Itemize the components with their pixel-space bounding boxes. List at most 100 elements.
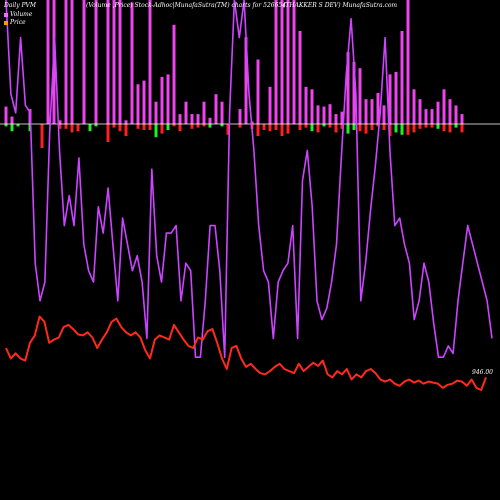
- volume-bar: [256, 59, 260, 124]
- change-bar: [328, 124, 332, 128]
- volume-bar: [46, 0, 50, 124]
- volume-bar: [94, 0, 98, 124]
- change-bar: [202, 124, 206, 127]
- volume-line: [5, 0, 493, 359]
- change-bar: [418, 124, 422, 129]
- volume-bar: [424, 109, 428, 124]
- change-bar: [346, 124, 350, 134]
- change-bar: [172, 124, 176, 127]
- volume-bar: [274, 0, 278, 124]
- volume-bar: [136, 84, 140, 124]
- change-bar: [190, 124, 194, 129]
- change-bar: [334, 124, 338, 133]
- volume-bar: [112, 0, 116, 124]
- volume-bar: [280, 0, 284, 124]
- volume-bar: [310, 89, 314, 124]
- change-bar: [436, 124, 440, 129]
- volume-bar: [244, 37, 248, 125]
- volume-bar: [196, 114, 200, 124]
- volume-bar: [166, 74, 170, 124]
- volume-bar: [148, 0, 152, 124]
- change-bar: [76, 124, 80, 132]
- change-bar: [424, 124, 428, 128]
- volume-bar: [352, 62, 356, 124]
- volume-bar: [442, 89, 446, 124]
- change-bar: [142, 124, 146, 130]
- volume-bar: [64, 0, 68, 124]
- volume-bar: [142, 80, 146, 124]
- volume-bar: [418, 99, 422, 124]
- change-bar: [322, 124, 326, 127]
- change-bar: [208, 124, 212, 128]
- change-bar: [286, 124, 290, 134]
- volume-bar: [160, 76, 164, 124]
- change-bar: [88, 124, 92, 132]
- volume-bar: [322, 106, 326, 124]
- change-bar: [352, 124, 356, 130]
- volume-bar: [298, 31, 302, 124]
- volume-bar: [238, 109, 242, 124]
- volume-bar: [268, 86, 272, 124]
- volume-bar: [292, 0, 296, 124]
- volume-bar: [82, 0, 86, 124]
- volume-bar: [340, 111, 344, 124]
- change-bar: [256, 124, 260, 136]
- change-bar: [238, 124, 242, 128]
- price-swatch: [4, 20, 8, 25]
- volume-bar: [316, 105, 320, 124]
- change-bar: [316, 124, 320, 133]
- volume-bar: [172, 24, 176, 124]
- change-bar: [220, 124, 224, 127]
- change-bar: [58, 124, 62, 129]
- volume-bar: [304, 86, 308, 124]
- change-bar: [298, 124, 302, 130]
- change-bar: [310, 124, 314, 132]
- volume-bar: [70, 0, 74, 124]
- change-bars: [4, 124, 464, 148]
- change-bar: [10, 124, 14, 132]
- volume-bar: [358, 68, 362, 124]
- change-bar: [160, 124, 164, 134]
- volume-bar: [214, 94, 218, 124]
- price-line: [5, 315, 487, 391]
- change-bar: [268, 124, 272, 132]
- legend-price: Price: [4, 19, 26, 26]
- change-bar: [412, 124, 416, 133]
- change-bar: [382, 124, 386, 130]
- volume-bar: [430, 109, 434, 124]
- change-bar: [70, 124, 74, 133]
- change-bar: [40, 124, 44, 148]
- change-bar: [112, 124, 116, 128]
- change-bar: [304, 124, 308, 128]
- volume-bar: [328, 104, 332, 124]
- change-bar: [358, 124, 362, 132]
- change-bar: [274, 124, 278, 130]
- change-bar: [460, 124, 464, 133]
- volume-bar: [448, 99, 452, 124]
- volume-bar: [178, 114, 182, 124]
- volume-bars: [4, 0, 464, 125]
- change-bar: [94, 124, 98, 127]
- change-bar: [364, 124, 368, 134]
- change-bar: [376, 124, 380, 127]
- volume-bar: [460, 114, 464, 124]
- volume-bar: [436, 101, 440, 124]
- volume-bar: [334, 114, 338, 124]
- volume-bar: [58, 120, 62, 124]
- change-bar: [124, 124, 128, 136]
- change-bar: [262, 124, 266, 130]
- legend-price-label: Price: [10, 19, 26, 26]
- change-bar: [118, 124, 122, 132]
- volume-bar: [118, 0, 122, 124]
- change-bar: [388, 124, 392, 136]
- change-bar: [406, 124, 410, 135]
- volume-bar: [364, 99, 368, 124]
- change-bar: [370, 124, 374, 130]
- volume-bar: [370, 99, 374, 124]
- volume-bar: [124, 120, 128, 124]
- volume-swatch: [4, 12, 8, 17]
- volume-bar: [376, 93, 380, 124]
- change-bar: [394, 124, 398, 133]
- change-bar: [64, 124, 68, 129]
